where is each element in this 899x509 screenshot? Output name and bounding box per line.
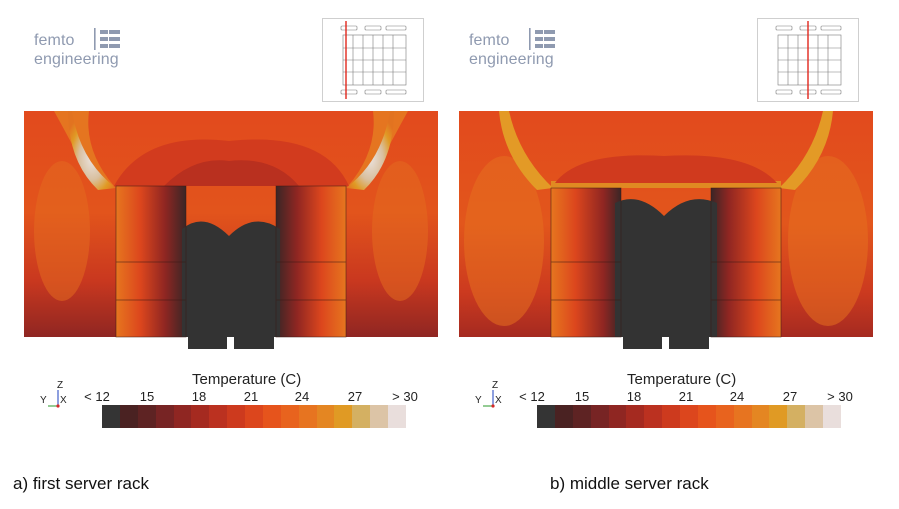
colorbar-swatch	[209, 405, 228, 428]
rack-layout-inset	[757, 18, 859, 102]
colorbar-swatch	[554, 405, 573, 428]
panel-middle-server-rack: femto engineering	[435, 0, 875, 460]
colorbar-swatch	[751, 405, 770, 428]
colorbar-tick: 15	[139, 389, 155, 404]
axis-triad-icon: Z Y X	[475, 380, 502, 408]
logo-text-engineering: engineering	[469, 51, 554, 68]
femto-engineering-logo: femto engineering	[34, 28, 164, 72]
logo-mark-icon	[529, 28, 555, 50]
axis-x-label: X	[495, 395, 502, 406]
colorbar-swatch	[352, 405, 371, 428]
temperature-contour-plot	[24, 111, 438, 349]
colorbar-swatch	[537, 405, 555, 428]
colorbar-swatch	[370, 405, 388, 428]
colorbar-swatch	[644, 405, 663, 428]
colorbar-tick: 21	[678, 389, 694, 404]
logo-text-femto: femto	[469, 32, 510, 49]
colorbar-tick: 27	[347, 389, 363, 404]
femto-engineering-logo: femto engineering	[469, 28, 599, 72]
colorbar-swatch	[572, 405, 591, 428]
colorbar-tick: 18	[191, 389, 207, 404]
colorbar-swatch	[280, 405, 299, 428]
colorbar-title: Temperature (C)	[627, 371, 737, 388]
colorbar-swatch	[155, 405, 174, 428]
colorbar-tick: < 12	[519, 389, 545, 404]
colorbar-swatch	[227, 405, 245, 428]
axis-y-label: Y	[475, 395, 482, 406]
colorbar-swatch	[262, 405, 281, 428]
axis-x-label: X	[60, 395, 67, 406]
axis-z-label: Z	[492, 380, 498, 391]
colorbar-swatch	[697, 405, 716, 428]
colorbar-tick: > 30	[392, 389, 418, 404]
colorbar-swatch	[102, 405, 120, 428]
colorbar-title: Temperature (C)	[192, 371, 302, 388]
colorbar-tick: 24	[729, 389, 745, 404]
logo-text-femto: femto	[34, 32, 75, 49]
colorbar-ticks: < 12 15 18 21 24 27 > 30	[80, 389, 420, 405]
axis-y-label: Y	[40, 395, 47, 406]
temperature-contour-plot	[459, 111, 873, 349]
colorbar-tick: 27	[782, 389, 798, 404]
colorbar-tick: < 12	[84, 389, 110, 404]
colorbar-swatch	[191, 405, 210, 428]
axis-z-label: Z	[57, 380, 63, 391]
colorbar-swatch	[680, 405, 698, 428]
colorbar-swatch	[173, 405, 192, 428]
colorbar-swatch	[245, 405, 263, 428]
colorbar-legend	[537, 405, 841, 428]
colorbar-swatch	[662, 405, 680, 428]
colorbar-swatch	[823, 405, 841, 428]
axis-triad-icon: Z Y X	[40, 380, 67, 408]
colorbar-swatch	[769, 405, 788, 428]
colorbar-swatch	[137, 405, 156, 428]
caption-first-server-rack: a) first server rack	[13, 474, 150, 493]
colorbar-swatch	[733, 405, 752, 428]
colorbar-legend	[102, 405, 406, 428]
colorbar-swatch	[787, 405, 806, 428]
colorbar-swatch	[119, 405, 138, 428]
colorbar-tick: 21	[243, 389, 259, 404]
colorbar-swatch	[805, 405, 823, 428]
colorbar-swatch	[388, 405, 406, 428]
logo-text-engineering: engineering	[34, 51, 119, 68]
colorbar-tick: 24	[294, 389, 310, 404]
colorbar-swatch	[715, 405, 734, 428]
colorbar-swatch	[608, 405, 627, 428]
logo-mark-icon	[94, 28, 120, 50]
colorbar-tick: 15	[574, 389, 590, 404]
colorbar-swatch	[334, 405, 353, 428]
colorbar-swatch	[626, 405, 645, 428]
rack-layout-inset	[322, 18, 424, 102]
colorbar-swatch	[298, 405, 317, 428]
colorbar-tick: 18	[626, 389, 642, 404]
caption-middle-server-rack: b) middle server rack	[550, 474, 709, 493]
colorbar-tick: > 30	[827, 389, 853, 404]
panel-first-server-rack: femto engineering	[0, 0, 440, 460]
colorbar-swatch	[316, 405, 335, 428]
colorbar-swatch	[590, 405, 609, 428]
colorbar-ticks: < 12 15 18 21 24 27 > 30	[515, 389, 855, 405]
